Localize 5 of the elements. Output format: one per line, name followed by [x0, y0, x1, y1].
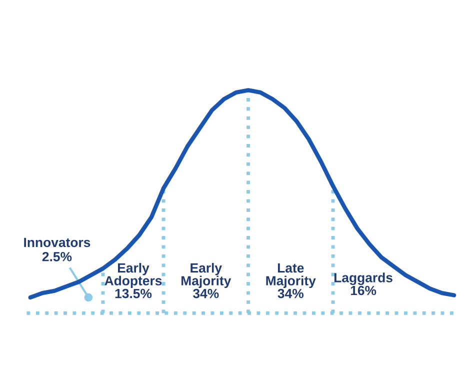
annotation: Late Majority 34% [266, 263, 316, 298]
annotation: Innovators 2.5% [24, 238, 90, 262]
annotation: Laggards 16% [334, 272, 392, 296]
annotation: Early Adopters 13.5% [104, 262, 162, 298]
annotation: Early Majority 34% [181, 262, 232, 298]
